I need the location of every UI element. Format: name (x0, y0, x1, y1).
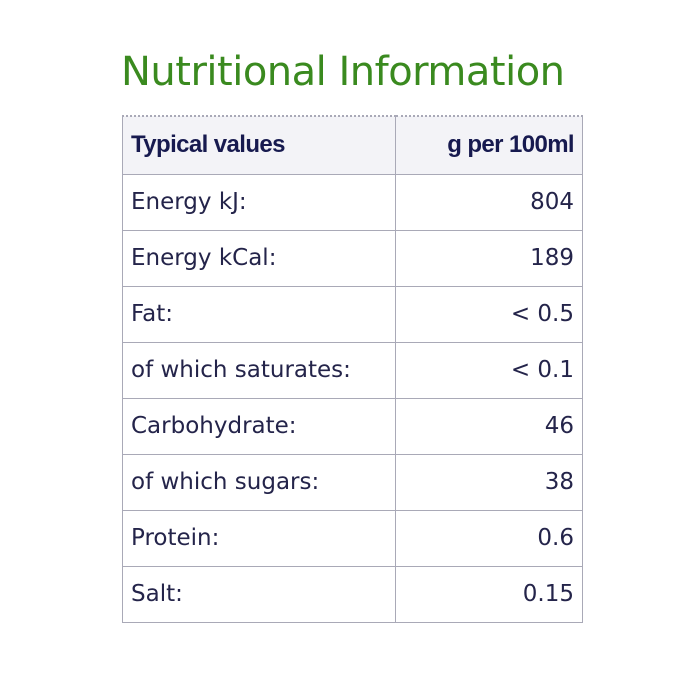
nutrient-label: Protein: (122, 509, 396, 567)
nutrient-label: Carbohydrate: (122, 397, 396, 455)
nutrient-label: Energy kJ: (122, 173, 396, 231)
table-row: of which sugars: 38 (122, 453, 583, 511)
nutrient-label: of which saturates: (122, 341, 396, 399)
table-row: Fat: < 0.5 (122, 285, 583, 343)
table-row: Energy kCal: 189 (122, 229, 583, 287)
page-title: Nutritional Information (121, 49, 565, 95)
table-row: Energy kJ: 804 (122, 173, 583, 231)
column-header-typical-values: Typical values (122, 115, 396, 175)
nutrient-value: 46 (395, 397, 583, 455)
column-header-per-100ml: g per 100ml (395, 115, 583, 175)
nutrient-label: of which sugars: (122, 453, 396, 511)
nutrient-value: < 0.1 (395, 341, 583, 399)
table-header-row: Typical values g per 100ml (122, 115, 583, 175)
nutrient-label: Salt: (122, 565, 396, 623)
nutrient-value: 804 (395, 173, 583, 231)
nutrient-label: Fat: (122, 285, 396, 343)
table-row: Protein: 0.6 (122, 509, 583, 567)
nutrient-value: < 0.5 (395, 285, 583, 343)
table-row: Salt: 0.15 (122, 565, 583, 623)
nutrient-value: 0.6 (395, 509, 583, 567)
nutrient-label: Energy kCal: (122, 229, 396, 287)
nutrient-value: 0.15 (395, 565, 583, 623)
table-row: Carbohydrate: 46 (122, 397, 583, 455)
nutrient-value: 189 (395, 229, 583, 287)
nutrition-table: Typical values g per 100ml Energy kJ: 80… (122, 115, 583, 623)
table-row: of which saturates: < 0.1 (122, 341, 583, 399)
nutrient-value: 38 (395, 453, 583, 511)
